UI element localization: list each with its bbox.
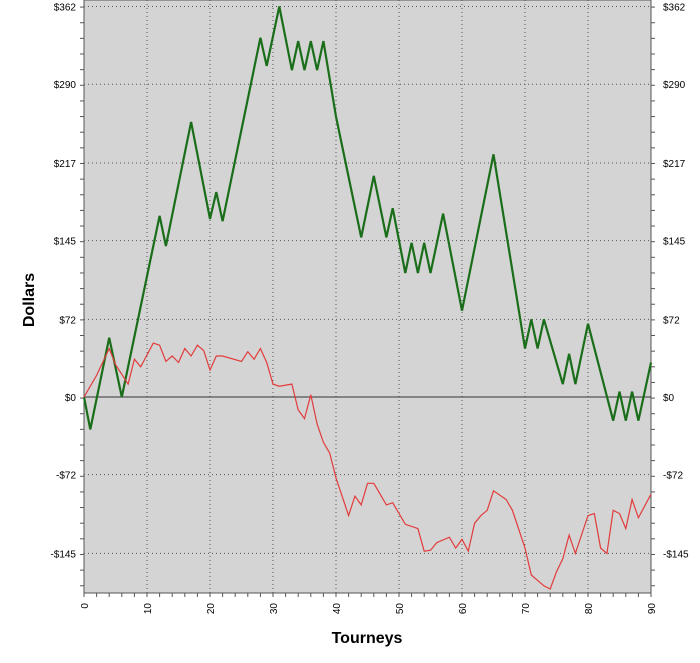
y-tick-label-right: $362 [663,3,686,14]
y-tick-label-right: $0 [663,393,675,404]
x-tick-label: 60 [458,603,469,615]
x-tick-label: 10 [143,603,154,615]
y-tick-label-left: $0 [65,393,77,404]
x-tick-label: 90 [647,603,658,615]
plot-area [83,0,652,594]
y-tick-label-left: $362 [54,3,77,14]
series-line-1 [82,6,653,430]
y-tick-label-right: $72 [663,315,680,326]
y-tick-label-right: $145 [663,237,686,248]
series-line-2 [83,342,652,590]
y-tick-label-left: -$72 [56,471,76,482]
x-tick-label: 20 [206,603,217,615]
x-tick-label: 80 [584,603,595,615]
y-tick-label-left: $145 [54,237,77,248]
x-tick-label: 0 [80,603,91,609]
x-tick-label: 40 [332,603,343,615]
y-tick-label-right: $217 [663,159,686,170]
x-tick-label: 50 [395,603,406,615]
y-tick-label-right: -$145 [663,549,689,560]
x-tick-label: 30 [269,603,280,615]
y-tick-label-left: $72 [59,315,76,326]
y-tick-label-left: $217 [54,159,77,170]
y-tick-label-left: $290 [54,80,77,91]
x-tick-label: 70 [521,603,532,615]
y-axis-title: Dollars [21,273,38,327]
y-tick-label-right: $290 [663,80,686,91]
y-tick-label-left: -$145 [50,549,76,560]
y-tick-label-right: -$72 [663,471,683,482]
x-axis-title: Tourneys [332,630,403,647]
